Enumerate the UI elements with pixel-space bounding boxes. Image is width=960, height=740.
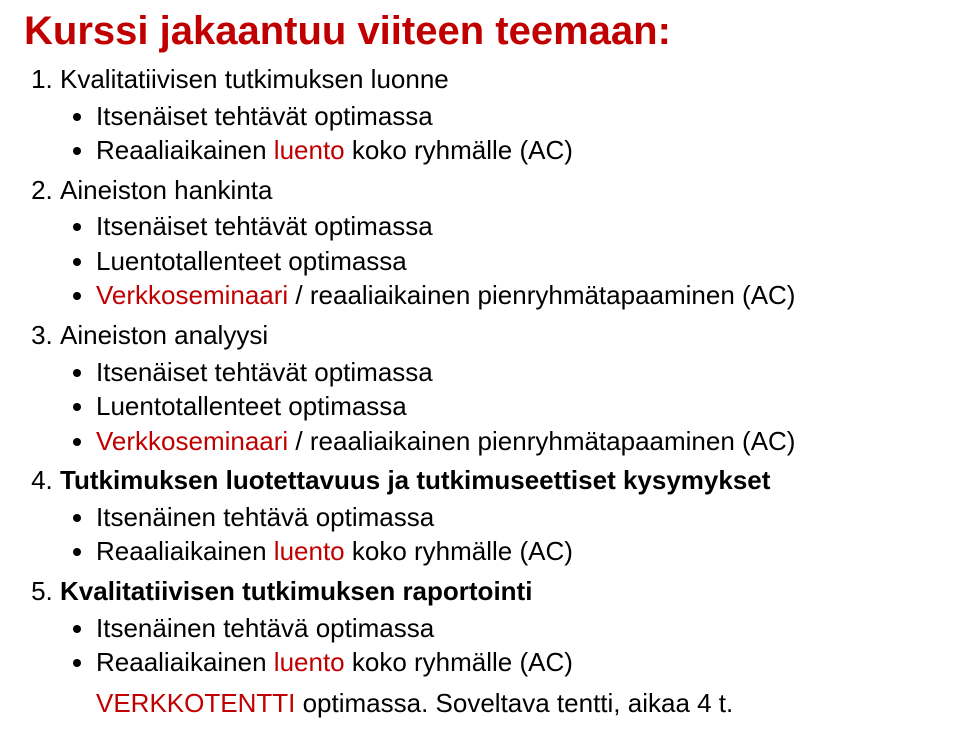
text: / reaaliaikainen pienryhmätapaaminen (AC…	[288, 280, 795, 310]
theme-4: Tutkimuksen luotettavuus ja tutkimuseett…	[60, 465, 936, 568]
slide-title: Kurssi jakaantuu viiteen teemaan:	[24, 8, 936, 54]
theme-list: Kvalitatiivisen tutkimuksen luonne Itsen…	[24, 64, 936, 679]
final-note: VERKKOTENTTI optimassa. Soveltava tentti…	[24, 687, 936, 721]
theme-3-title: Aineiston analyysi	[60, 320, 268, 350]
list-item: Itsenäiset tehtävät optimassa	[96, 100, 936, 133]
list-item: Verkkoseminaari / reaaliaikainen pienryh…	[96, 279, 936, 312]
highlight: luento	[274, 135, 345, 165]
list-item: Reaaliaikainen luento koko ryhmälle (AC)	[96, 646, 936, 679]
text: koko ryhmälle (AC)	[345, 135, 573, 165]
text: optimassa. Soveltava tentti, aikaa 4 t.	[295, 688, 733, 718]
theme-4-title: Tutkimuksen luotettavuus ja tutkimuseett…	[60, 465, 770, 495]
highlight: Verkkoseminaari	[96, 280, 288, 310]
theme-2: Aineiston hankinta Itsenäiset tehtävät o…	[60, 175, 936, 312]
slide: Kurssi jakaantuu viiteen teemaan: Kvalit…	[0, 0, 960, 740]
highlight: luento	[274, 536, 345, 566]
list-item: Luentotallenteet optimassa	[96, 245, 936, 278]
text: Reaaliaikainen	[96, 536, 274, 566]
theme-2-sub: Itsenäiset tehtävät optimassa Luentotall…	[60, 210, 936, 312]
theme-5-title: Kvalitatiivisen tutkimuksen raportointi	[60, 576, 532, 606]
list-item: Reaaliaikainen luento koko ryhmälle (AC)	[96, 535, 936, 568]
theme-1-sub: Itsenäiset tehtävät optimassa Reaaliaika…	[60, 100, 936, 167]
list-item: Reaaliaikainen luento koko ryhmälle (AC)	[96, 134, 936, 167]
list-item: Itsenäinen tehtävä optimassa	[96, 501, 936, 534]
theme-5: Kvalitatiivisen tutkimuksen raportointi …	[60, 576, 936, 679]
highlight: luento	[274, 647, 345, 677]
list-item: Itsenäiset tehtävät optimassa	[96, 356, 936, 389]
text: Reaaliaikainen	[96, 135, 274, 165]
theme-2-title: Aineiston hankinta	[60, 175, 272, 205]
text: koko ryhmälle (AC)	[345, 536, 573, 566]
list-item: Itsenäiset tehtävät optimassa	[96, 210, 936, 243]
text: Reaaliaikainen	[96, 647, 274, 677]
theme-3: Aineiston analyysi Itsenäiset tehtävät o…	[60, 320, 936, 457]
text: koko ryhmälle (AC)	[345, 647, 573, 677]
theme-5-sub: Itsenäinen tehtävä optimassa Reaaliaikai…	[60, 612, 936, 679]
list-item: Verkkoseminaari / reaaliaikainen pienryh…	[96, 425, 936, 458]
theme-1-title: Kvalitatiivisen tutkimuksen luonne	[60, 64, 449, 94]
highlight: Verkkoseminaari	[96, 426, 288, 456]
theme-1: Kvalitatiivisen tutkimuksen luonne Itsen…	[60, 64, 936, 167]
text: / reaaliaikainen pienryhmätapaaminen (AC…	[288, 426, 795, 456]
highlight: VERKKOTENTTI	[96, 688, 295, 718]
theme-4-sub: Itsenäinen tehtävä optimassa Reaaliaikai…	[60, 501, 936, 568]
theme-3-sub: Itsenäiset tehtävät optimassa Luentotall…	[60, 356, 936, 458]
list-item: Itsenäinen tehtävä optimassa	[96, 612, 936, 645]
list-item: Luentotallenteet optimassa	[96, 390, 936, 423]
